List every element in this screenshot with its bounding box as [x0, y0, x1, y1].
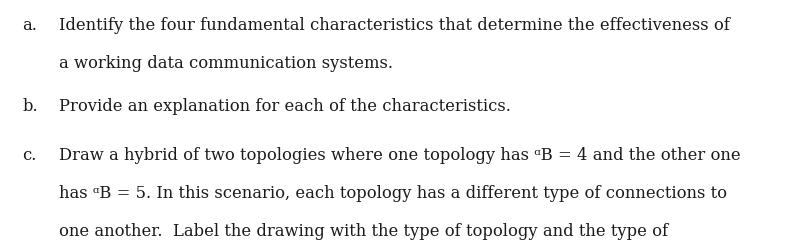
- Text: has ᵅB = 5. In this scenario, each topology has a different type of connections : has ᵅB = 5. In this scenario, each topol…: [59, 185, 727, 202]
- Text: a.: a.: [22, 17, 37, 34]
- Text: Identify the four fundamental characteristics that determine the effectiveness o: Identify the four fundamental characteri…: [59, 17, 730, 34]
- Text: b.: b.: [22, 98, 38, 115]
- Text: c.: c.: [22, 147, 36, 164]
- Text: Provide an explanation for each of the characteristics.: Provide an explanation for each of the c…: [59, 98, 511, 115]
- Text: one another.  Label the drawing with the type of topology and the type of: one another. Label the drawing with the …: [59, 223, 668, 240]
- Text: a working data communication systems.: a working data communication systems.: [59, 55, 393, 72]
- Text: Draw a hybrid of two topologies where one topology has ᵅB = 4 and the other one: Draw a hybrid of two topologies where on…: [59, 147, 741, 164]
